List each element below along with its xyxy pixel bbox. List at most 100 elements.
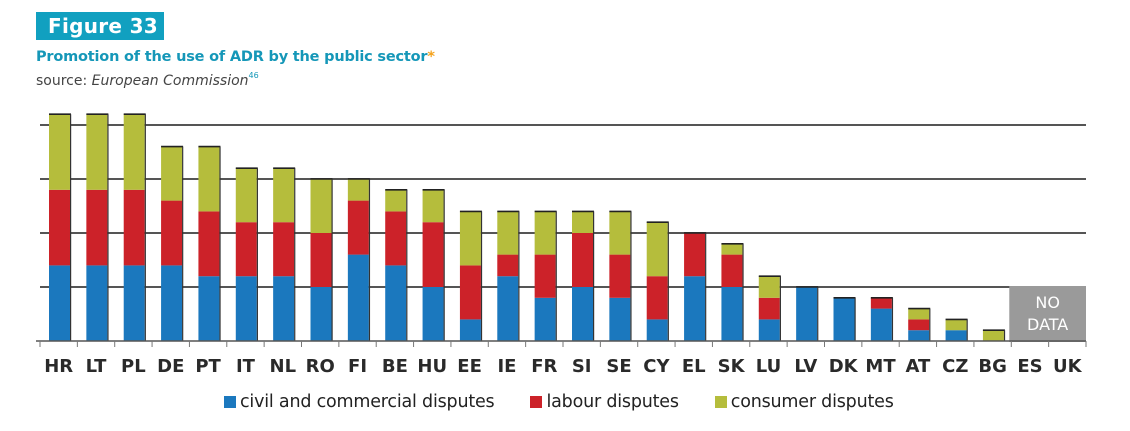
- bar-cz-civil: [945, 330, 967, 341]
- x-tick-label-se: SE: [606, 356, 631, 377]
- bar-be-consumer: [385, 189, 407, 212]
- source-prefix: source:: [36, 73, 92, 89]
- x-tick-label-uk: UK: [1053, 356, 1083, 377]
- bar-cy-civil: [646, 319, 668, 341]
- x-tick-label-pt: PT: [195, 356, 221, 377]
- bar-mt-civil: [870, 308, 892, 341]
- chart-title-text: Promotion of the use of ADR by the publi…: [36, 49, 428, 65]
- bar-lu-labour: [758, 297, 780, 320]
- figure-badge: Figure 33: [36, 12, 164, 40]
- bar-it-consumer: [235, 168, 257, 223]
- bar-se-labour: [609, 254, 631, 298]
- legend-label-civil: civil and commercial disputes: [240, 392, 495, 412]
- bar-de-labour: [161, 200, 183, 266]
- bar-pt-civil: [198, 276, 220, 341]
- bar-at-consumer: [908, 308, 930, 320]
- bar-be-civil: [385, 265, 407, 341]
- bar-nl-civil: [273, 276, 295, 341]
- legend-item-consumer: consumer disputes: [714, 392, 894, 412]
- bar-sk-labour: [721, 254, 743, 287]
- bar-fi-labour: [347, 200, 369, 255]
- bar-fi-civil: [347, 254, 369, 341]
- x-tick-label-fi: FI: [348, 356, 367, 377]
- bar-lu-civil: [758, 319, 780, 341]
- chart-source: source: European Commission46: [36, 71, 259, 89]
- bar-dk-civil: [833, 297, 855, 341]
- bar-fi-consumer: [347, 179, 369, 201]
- bar-cy-labour: [646, 276, 668, 320]
- x-tick-label-bg: BG: [978, 356, 1007, 377]
- bar-ro-consumer: [310, 179, 332, 233]
- bar-cy-consumer: [646, 222, 668, 277]
- bar-at-labour: [908, 319, 930, 331]
- bar-si-labour: [572, 233, 593, 287]
- bar-it-labour: [235, 222, 257, 277]
- x-tick-label-es: ES: [1017, 356, 1042, 377]
- bar-se-consumer: [609, 211, 631, 255]
- legend-swatch-labour: [530, 396, 543, 408]
- legend-label-labour: labour disputes: [546, 392, 679, 412]
- bar-bg-consumer: [982, 330, 1004, 341]
- bar-hu-labour: [422, 222, 444, 287]
- x-tick-label-cz: CZ: [942, 356, 968, 377]
- bar-mt-labour: [870, 297, 892, 309]
- source-name: European Commission: [91, 73, 249, 89]
- bar-pl-civil: [123, 265, 145, 341]
- bar-pl-labour: [123, 189, 145, 266]
- no-data-box: [1009, 286, 1086, 342]
- bar-hr-consumer: [49, 114, 70, 190]
- bar-lt-labour: [86, 189, 108, 266]
- bar-at-civil: [908, 330, 930, 341]
- bar-hu-civil: [422, 287, 444, 341]
- x-tick-label-dk: DK: [829, 356, 859, 377]
- bar-si-civil: [572, 287, 593, 341]
- legend-swatch-consumer: [714, 396, 727, 408]
- bar-ie-consumer: [497, 211, 519, 255]
- bar-ee-civil: [459, 319, 481, 341]
- bar-de-civil: [161, 265, 183, 341]
- x-tick-label-be: BE: [382, 356, 408, 377]
- x-tick-label-el: EL: [682, 356, 706, 377]
- x-tick-label-hr: HR: [44, 356, 73, 377]
- bar-ie-civil: [497, 276, 519, 341]
- bar-fr-consumer: [534, 211, 556, 255]
- bar-fr-labour: [534, 254, 556, 298]
- legend-label-consumer: consumer disputes: [730, 392, 894, 412]
- bar-el-civil: [684, 276, 706, 341]
- bar-ro-civil: [310, 287, 332, 341]
- x-tick-label-hu: HU: [417, 356, 447, 377]
- x-tick-label-nl: NL: [270, 356, 297, 377]
- bar-el-labour: [684, 233, 706, 277]
- bar-sk-consumer: [721, 243, 743, 255]
- bar-ie-labour: [497, 254, 519, 277]
- x-tick-label-lu: LU: [756, 356, 781, 377]
- bar-lt-civil: [86, 265, 108, 341]
- x-tick-label-ro: RO: [306, 356, 335, 377]
- x-tick-label-ie: IE: [497, 356, 516, 377]
- bar-ee-consumer: [459, 211, 481, 266]
- x-tick-label-de: DE: [157, 356, 184, 377]
- source-footnote: 46: [248, 71, 259, 80]
- x-axis: [36, 340, 1087, 347]
- bar-lu-consumer: [758, 276, 780, 298]
- x-tick-label-fr: FR: [531, 356, 557, 377]
- bar-nl-labour: [273, 222, 295, 277]
- x-tick-label-at: AT: [905, 356, 931, 377]
- gridlines: [40, 124, 1086, 288]
- legend-item-labour: labour disputes: [530, 392, 679, 412]
- bar-lv-civil: [796, 287, 818, 341]
- bar-pt-labour: [198, 211, 220, 277]
- no-data-label-line2: DATA: [1027, 315, 1068, 334]
- bar-nl-consumer: [273, 168, 295, 223]
- bar-pt-consumer: [198, 146, 220, 212]
- bar-pl-consumer: [123, 114, 145, 190]
- x-tick-label-si: SI: [572, 356, 592, 377]
- bar-si-consumer: [572, 211, 593, 233]
- bar-ee-labour: [459, 265, 481, 320]
- x-tick-label-it: IT: [236, 356, 256, 377]
- x-tick-label-mt: MT: [865, 356, 896, 377]
- x-tick-label-lv: LV: [794, 356, 817, 377]
- bar-se-civil: [609, 297, 631, 341]
- x-tick-label-sk: SK: [718, 356, 746, 377]
